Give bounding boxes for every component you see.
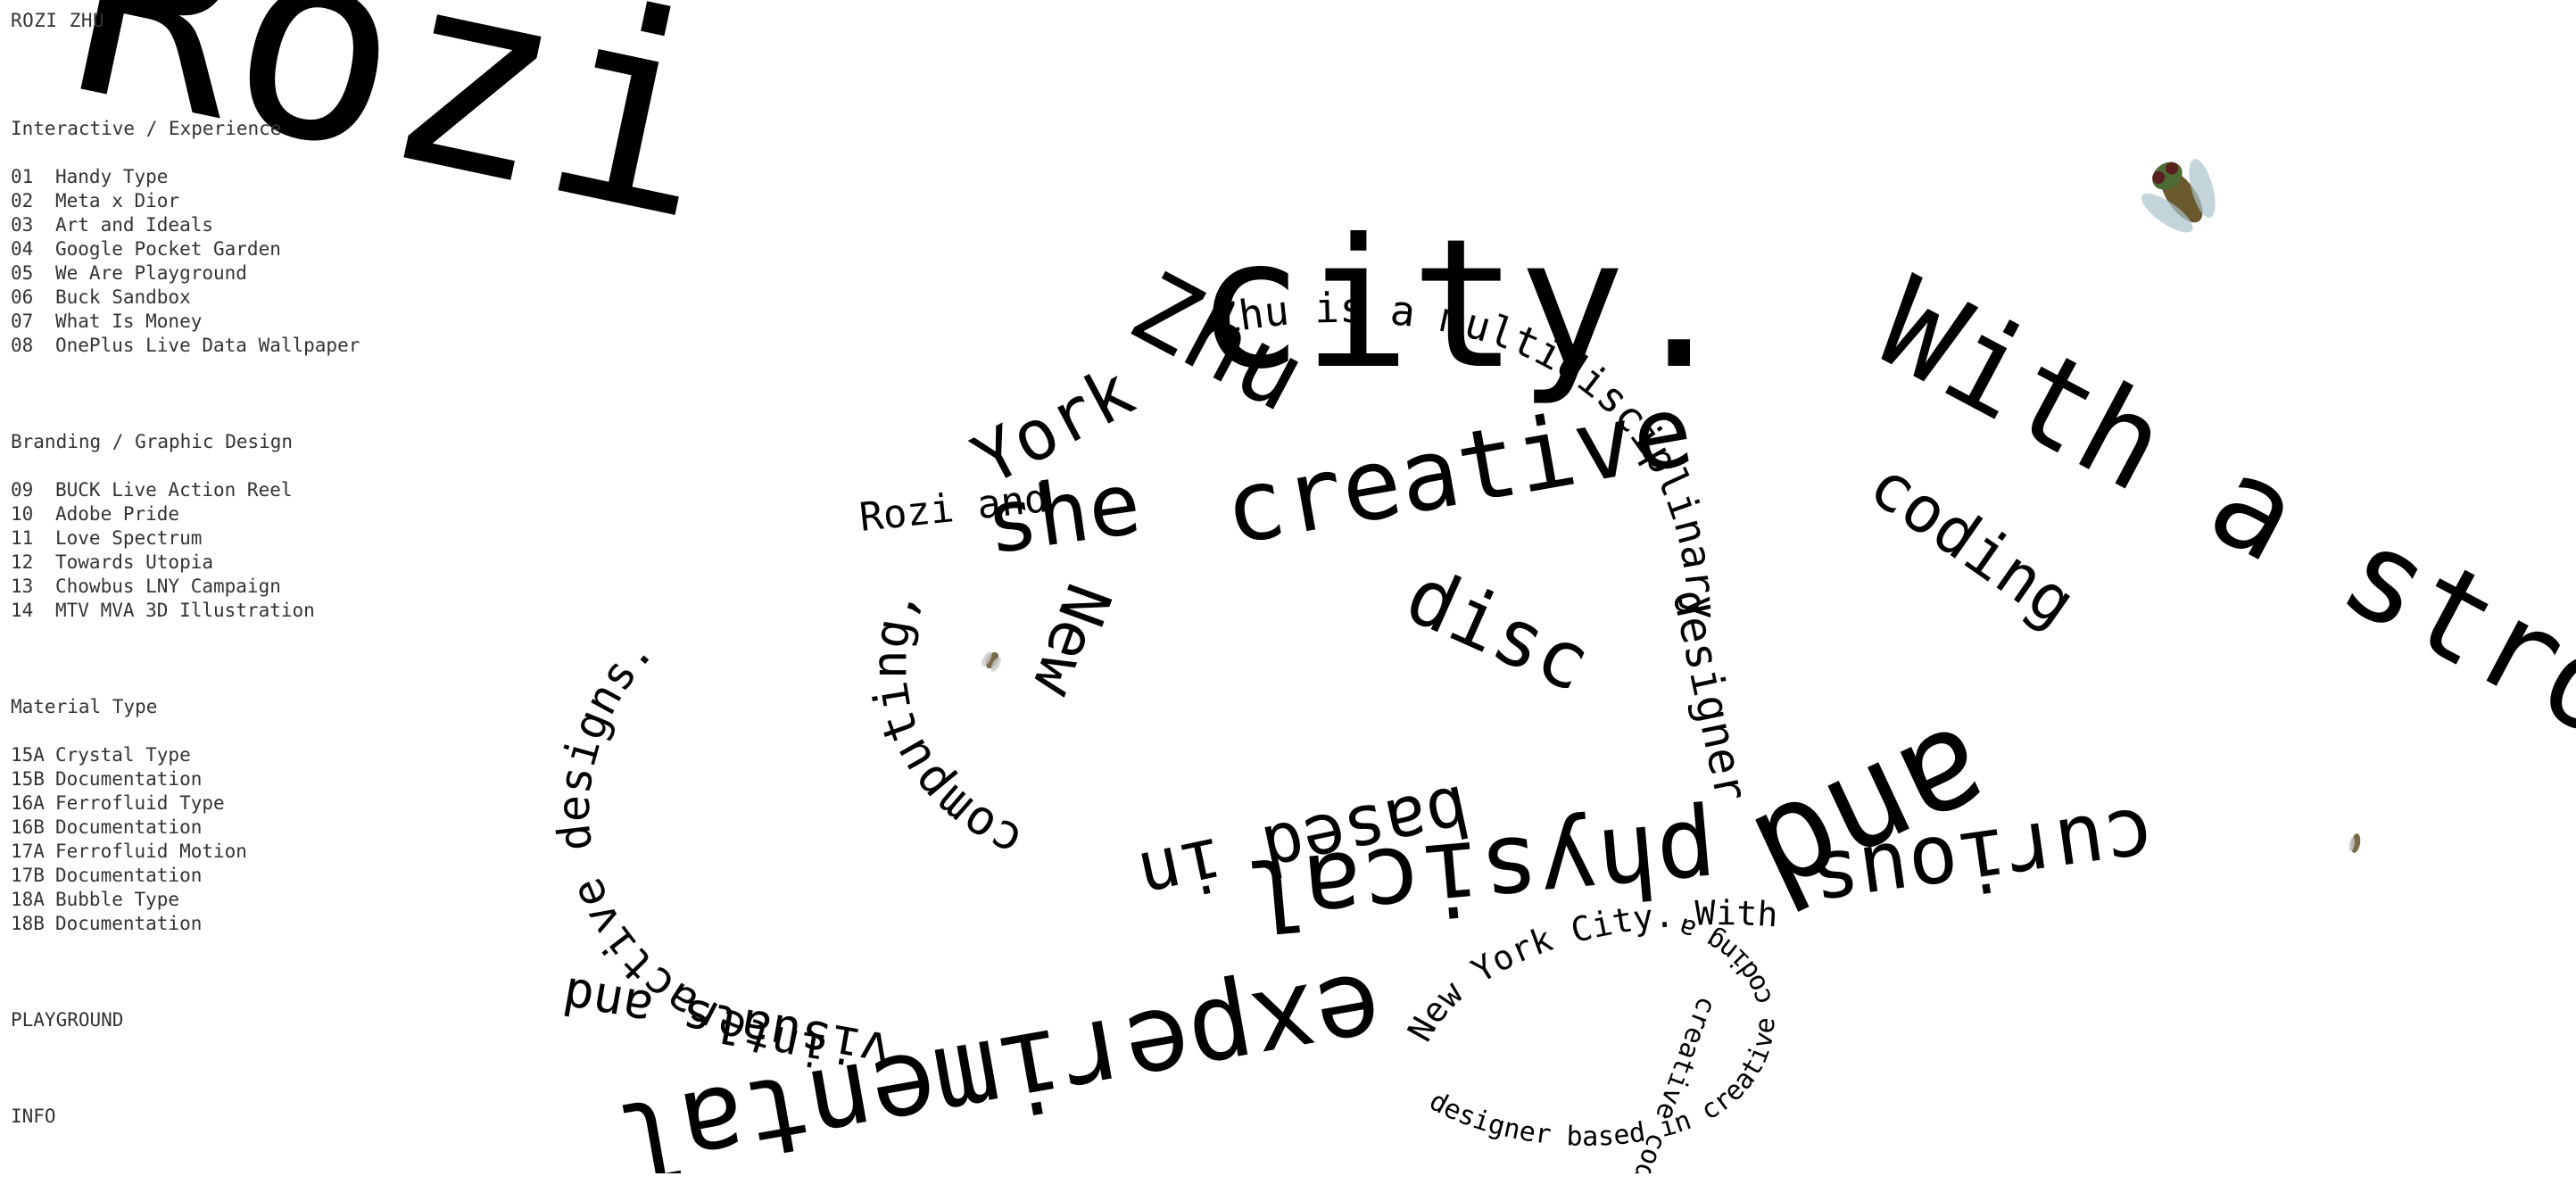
project-title: Documentation	[55, 768, 203, 790]
project-title: Documentation	[55, 816, 203, 838]
project-number: 18B	[11, 913, 45, 934]
project-title: BUCK Live Action Reel	[55, 479, 293, 501]
project-link-16b[interactable]: 16B Documentation	[11, 816, 475, 840]
section-branding: Branding / Graphic Design 09 BUCK Live Ac…	[11, 430, 475, 623]
bug-wing	[982, 651, 992, 667]
project-link-05[interactable]: 05 We Are Playground	[11, 261, 475, 286]
project-title: Handy Type	[55, 166, 169, 187]
project-list: 15A Crystal Type 15B Documentation 16A Ferr…	[11, 743, 475, 936]
project-link-18b[interactable]: 18B Documentation	[11, 912, 475, 936]
project-number: 03	[11, 214, 34, 236]
project-link-02[interactable]: 02 Meta x Dior	[11, 189, 475, 213]
project-link-15a[interactable]: 15A Crystal Type	[11, 743, 475, 767]
project-title: Crystal Type	[55, 744, 191, 766]
project-title: Meta x Dior	[55, 190, 180, 211]
project-number: 15A	[11, 744, 45, 766]
project-title: Art and Ideals	[55, 214, 214, 236]
project-link-06[interactable]: 06 Buck Sandbox	[11, 286, 475, 310]
project-number: 12	[11, 551, 34, 573]
project-link-12[interactable]: 12 Towards Utopia	[11, 551, 475, 575]
section-material-type: Material Type 15A Crystal Type 15B Documen…	[11, 695, 475, 936]
project-link-11[interactable]: 11 Love Spectrum	[11, 526, 475, 551]
fly-eye	[2152, 170, 2166, 184]
project-number: 01	[11, 166, 34, 187]
project-title: What Is Money	[55, 311, 203, 332]
project-link-16a[interactable]: 16A Ferrofluid Type	[11, 791, 475, 816]
project-link-10[interactable]: 10 Adobe Pride	[11, 502, 475, 526]
section-title: Interactive / Experience	[11, 118, 282, 139]
project-number: 02	[11, 190, 34, 211]
fly-wing	[2141, 193, 2193, 233]
art-computing-path: computing,	[861, 581, 1031, 871]
project-number: 14	[11, 600, 34, 621]
project-number: 15B	[11, 768, 45, 790]
section-title: Branding / Graphic Design	[11, 431, 294, 452]
project-number: 17B	[11, 865, 45, 886]
project-title: Buck Sandbox	[55, 286, 191, 308]
fly-wing	[2189, 159, 2216, 219]
project-title: We Are Playground	[55, 262, 247, 284]
project-link-14[interactable]: 14 MTV MVA 3D Illustration	[11, 599, 475, 623]
bug-wing	[2348, 837, 2355, 852]
project-list: 01 Handy Type 02 Meta x Dior 03 Art and Ide…	[11, 165, 475, 358]
art-city: city.	[1196, 201, 1733, 409]
project-list: 09 BUCK Live Action Reel 10 Adobe Pride 11…	[11, 478, 475, 623]
project-number: 05	[11, 262, 34, 284]
project-title: Chowbus LNY Campaign	[55, 576, 281, 597]
project-navigation: ROZI ZHU Interactive / Experience 01 Hand…	[11, 9, 475, 1201]
project-title: Google Pocket Garden	[55, 238, 281, 260]
site-brand[interactable]: ROZI ZHU	[11, 10, 105, 31]
project-link-03[interactable]: 03 Art and Ideals	[11, 213, 475, 237]
project-link-15b[interactable]: 15B Documentation	[11, 767, 475, 791]
fly-eye	[2166, 162, 2179, 175]
project-title: Documentation	[55, 913, 203, 934]
art-designer: designer	[1662, 584, 1758, 806]
project-title: Love Spectrum	[55, 527, 203, 549]
project-link-01[interactable]: 01 Handy Type	[11, 165, 475, 189]
project-title: Ferrofluid Motion	[55, 841, 247, 862]
project-link-04[interactable]: 04 Google Pocket Garden	[11, 237, 475, 261]
project-number: 08	[11, 335, 34, 356]
project-link-07[interactable]: 07 What Is Money	[11, 310, 475, 334]
kinetic-typography-canvas[interactable]: Rozi city. Zhu With a strong curious and…	[0, 0, 2576, 1173]
art-new: New	[1017, 575, 1125, 707]
project-number: 18A	[11, 889, 45, 910]
section-interactive: Interactive / Experience 01 Handy Type 02…	[11, 117, 475, 358]
project-title: OnePlus Live Data Wallpaper	[55, 335, 360, 356]
project-number: 04	[11, 238, 34, 260]
section-title: Material Type	[11, 696, 158, 717]
project-number: 11	[11, 527, 34, 549]
project-number: 07	[11, 311, 34, 332]
project-number: 17A	[11, 841, 45, 862]
project-link-17b[interactable]: 17B Documentation	[11, 864, 475, 888]
project-link-08[interactable]: 08 OnePlus Live Data Wallpaper	[11, 334, 475, 358]
project-title: Documentation	[55, 865, 203, 886]
art-she: she	[980, 453, 1147, 574]
project-number: 06	[11, 286, 34, 308]
project-title: Bubble Type	[55, 889, 180, 910]
project-link-17a[interactable]: 17A Ferrofluid Motion	[11, 840, 475, 864]
project-title: Ferrofluid Type	[55, 792, 225, 814]
project-title: MTV MVA 3D Illustration	[55, 600, 315, 621]
art-computing: computing,	[861, 581, 1031, 871]
project-number: 10	[11, 503, 34, 525]
project-link-18a[interactable]: 18A Bubble Type	[11, 888, 475, 912]
project-title: Adobe Pride	[55, 503, 180, 525]
fly-icon	[2141, 159, 2216, 233]
bug-wing	[990, 657, 1001, 672]
project-number: 09	[11, 479, 34, 501]
project-title: Towards Utopia	[55, 551, 214, 573]
project-number: 16B	[11, 816, 45, 838]
project-number: 16A	[11, 792, 45, 814]
bug-icon	[982, 651, 1001, 672]
playground-link[interactable]: PLAYGROUND	[11, 1009, 124, 1031]
project-link-09[interactable]: 09 BUCK Live Action Reel	[11, 478, 475, 502]
project-link-13[interactable]: 13 Chowbus LNY Campaign	[11, 575, 475, 599]
info-link[interactable]: INFO	[11, 1106, 56, 1127]
art-experimental: experimental	[608, 947, 1391, 1173]
project-number: 13	[11, 576, 34, 597]
art-disc: disc	[1393, 549, 1603, 709]
bug-icon	[2348, 833, 2361, 853]
